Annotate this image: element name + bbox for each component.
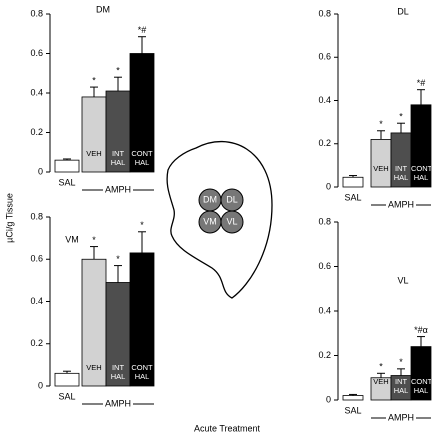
y-tick-label: 0.2 [30, 338, 43, 348]
bar [129, 53, 155, 173]
significance-label: *# [138, 25, 147, 35]
significance-label: * [92, 235, 96, 245]
region-label: DL [226, 194, 238, 204]
region-label: DM [203, 194, 217, 204]
chart-title: DL [397, 6, 409, 16]
y-tick-label: 0.8 [30, 211, 43, 221]
significance-label: * [116, 254, 120, 264]
category-label: SAL [344, 405, 361, 415]
chart-title: VM [65, 234, 79, 244]
group-label: AMPH [388, 199, 414, 209]
group-label: AMPH [388, 412, 414, 422]
y-tick-label: 0.2 [30, 127, 43, 137]
y-tick-label: 0.4 [30, 296, 43, 306]
category-label-box: VEH [373, 165, 389, 173]
region-label: VM [203, 216, 217, 226]
chart-title: DM [96, 4, 110, 14]
y-axis-title: µCi/g Tissue [4, 193, 14, 243]
category-label-box: VEH [86, 150, 102, 158]
y-tick-label: 0.6 [318, 261, 331, 271]
category-label-box: INT HAL [110, 364, 126, 381]
category-label: VEH [86, 150, 102, 158]
category-label: SAL [344, 192, 361, 202]
bar [105, 90, 131, 173]
x-axis-title: Acute Treatment [194, 423, 261, 433]
category-label-box: CONT HAL [411, 165, 431, 182]
significance-label: * [379, 362, 383, 372]
y-tick-label: 0.6 [318, 52, 331, 62]
region-label: VL [226, 216, 237, 226]
category-label-box: VEH [373, 378, 389, 386]
category-label: INT HAL [393, 378, 409, 395]
group-label: AMPH [105, 398, 131, 408]
y-tick-label: 0 [38, 166, 43, 176]
group-label: AMPH [105, 184, 131, 194]
category-label-box: VEH [86, 364, 102, 372]
category-label: VEH [373, 165, 389, 173]
category-label: CONT HAL [131, 364, 153, 381]
brain-diagram: DM DL VM VL [166, 140, 273, 299]
significance-label: *# [417, 78, 426, 88]
category-label: INT HAL [110, 364, 126, 381]
chart-title: VL [397, 275, 408, 285]
bar [81, 258, 107, 387]
bar [410, 104, 432, 188]
significance-label: * [379, 119, 383, 129]
y-tick-label: 0.8 [30, 8, 43, 18]
significance-label: * [140, 220, 144, 230]
bar [342, 176, 364, 188]
category-label-box: INT HAL [393, 165, 409, 182]
category-label-box: CONT HAL [411, 378, 431, 395]
category-label-box: INT HAL [393, 378, 409, 395]
y-tick-label: 0 [326, 181, 331, 191]
significance-label: * [399, 112, 403, 122]
y-tick-label: 0.6 [30, 48, 43, 58]
category-label: SAL [58, 391, 75, 401]
category-label-box: INT HAL [110, 150, 126, 167]
category-label: INT HAL [393, 165, 409, 182]
category-label: INT HAL [110, 150, 126, 167]
bar [81, 96, 107, 173]
significance-label: *#α [414, 325, 428, 335]
bar [342, 395, 364, 401]
y-tick-label: 0 [326, 394, 331, 404]
y-tick-label: 0.8 [318, 8, 331, 18]
y-tick-label: 0.2 [318, 350, 331, 360]
y-tick-label: 0.4 [318, 95, 331, 105]
y-tick-label: 0.8 [318, 216, 331, 226]
y-tick-label: 0.4 [318, 305, 331, 315]
y-tick-label: 0.6 [30, 254, 43, 264]
category-label-box: CONT HAL [131, 364, 153, 381]
bar [54, 372, 80, 387]
category-label-box: CONT HAL [131, 150, 153, 167]
bar [410, 346, 432, 401]
bar [54, 159, 80, 173]
category-label: CONT HAL [411, 165, 431, 182]
category-label: CONT HAL [131, 150, 153, 167]
category-label: VEH [86, 364, 102, 372]
significance-label: * [92, 75, 96, 85]
significance-label: * [116, 66, 120, 76]
category-label: CONT HAL [411, 378, 431, 395]
y-tick-label: 0 [38, 380, 43, 390]
y-tick-label: 0.4 [30, 87, 43, 97]
bar [105, 282, 131, 387]
significance-label: * [399, 357, 403, 367]
category-label: VEH [373, 378, 389, 386]
y-tick-label: 0.2 [318, 138, 331, 148]
bar [129, 252, 155, 387]
category-label: SAL [58, 177, 75, 187]
